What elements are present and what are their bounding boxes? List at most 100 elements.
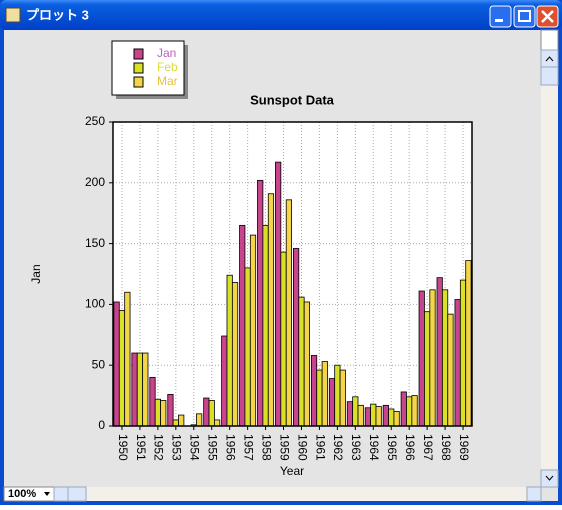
bar bbox=[124, 291, 131, 427]
bar bbox=[418, 290, 425, 427]
x-tick-label: 1954 bbox=[188, 434, 202, 461]
bar bbox=[142, 352, 149, 427]
bar bbox=[249, 234, 257, 427]
zoom-label: 100% bbox=[8, 488, 36, 500]
bar bbox=[196, 413, 203, 427]
y-tick-label: 50 bbox=[92, 357, 106, 371]
bar bbox=[424, 311, 431, 427]
x-tick-label: 1953 bbox=[170, 434, 184, 461]
bar bbox=[292, 248, 300, 427]
bar bbox=[454, 299, 461, 427]
bar bbox=[160, 400, 167, 427]
bar bbox=[375, 406, 382, 427]
scroll-left[interactable] bbox=[53, 486, 69, 502]
scroll-right[interactable] bbox=[526, 486, 542, 502]
bar bbox=[208, 400, 215, 427]
chart-title: Sunspot Data bbox=[250, 92, 335, 107]
legend-swatch bbox=[133, 62, 144, 74]
bar bbox=[113, 301, 120, 427]
bar bbox=[465, 260, 472, 427]
x-tick-label: 1969 bbox=[457, 434, 471, 461]
bar bbox=[285, 199, 293, 427]
bar bbox=[400, 391, 407, 427]
hscroll-thumb[interactable] bbox=[67, 486, 87, 502]
bar bbox=[382, 404, 389, 427]
bar bbox=[226, 274, 233, 427]
x-tick-label: 1967 bbox=[421, 434, 435, 461]
x-tick-label: 1965 bbox=[385, 434, 399, 461]
bar bbox=[214, 419, 221, 427]
app-icon bbox=[5, 7, 21, 23]
bar bbox=[364, 407, 371, 427]
window-title: プロット 3 bbox=[26, 7, 89, 22]
x-tick-label: 1960 bbox=[295, 434, 309, 461]
x-tick-label: 1959 bbox=[277, 434, 291, 461]
x-tick-label: 1966 bbox=[403, 434, 417, 461]
bar bbox=[275, 161, 282, 427]
bar bbox=[328, 378, 336, 427]
x-tick-label: 1958 bbox=[259, 434, 273, 461]
plot-border bbox=[112, 121, 473, 427]
y-tick-label: 150 bbox=[85, 236, 105, 250]
bar bbox=[154, 398, 161, 427]
plot-area bbox=[113, 122, 472, 426]
x-tick-label: 1951 bbox=[134, 434, 148, 461]
bar bbox=[411, 395, 418, 427]
bar bbox=[231, 282, 239, 427]
bar bbox=[298, 296, 305, 427]
legend bbox=[111, 40, 185, 96]
scroll-down[interactable] bbox=[540, 469, 559, 488]
x-tick-label: 1964 bbox=[367, 434, 381, 461]
x-tick-label: 1956 bbox=[224, 434, 238, 461]
y-tick-label: 0 bbox=[98, 418, 105, 432]
bar bbox=[339, 369, 346, 427]
bar bbox=[459, 279, 467, 427]
minimize-button[interactable] bbox=[489, 5, 512, 28]
maximize-button[interactable] bbox=[513, 5, 536, 28]
bar bbox=[310, 355, 318, 427]
x-tick-label: 1961 bbox=[313, 434, 327, 461]
bar bbox=[447, 313, 454, 427]
hscroll-track[interactable] bbox=[4, 487, 541, 501]
x-axis-label: Year bbox=[280, 464, 304, 478]
bar bbox=[388, 408, 395, 427]
bar bbox=[370, 403, 377, 427]
title-bar bbox=[0, 0, 562, 30]
scroll-thumb[interactable] bbox=[540, 66, 559, 86]
bar bbox=[321, 361, 328, 427]
bar bbox=[136, 352, 144, 427]
bottom-bar: 100% bbox=[3, 486, 542, 502]
bar bbox=[303, 301, 310, 427]
scroll-up[interactable] bbox=[540, 49, 559, 68]
x-tick-label: 1968 bbox=[439, 434, 453, 461]
bar bbox=[221, 335, 228, 427]
bar bbox=[357, 404, 364, 427]
chart: Sunspot Data Year Jan bbox=[29, 40, 472, 478]
x-tick-label: 1962 bbox=[331, 434, 345, 461]
bar bbox=[149, 376, 156, 427]
bar bbox=[334, 364, 341, 427]
bar bbox=[172, 419, 179, 427]
bar bbox=[178, 414, 185, 427]
legend-swatch bbox=[133, 76, 144, 88]
bar bbox=[316, 369, 323, 427]
legend-label: Mar bbox=[157, 74, 178, 88]
legend-swatch bbox=[133, 48, 144, 60]
bar bbox=[436, 277, 443, 427]
scroll-track[interactable] bbox=[541, 30, 558, 487]
x-tick-label: 1963 bbox=[349, 434, 363, 461]
y-axis-label: Jan bbox=[29, 264, 43, 283]
bar bbox=[118, 310, 126, 427]
bar bbox=[167, 393, 174, 427]
window-buttons[interactable] bbox=[489, 5, 559, 28]
bar bbox=[267, 193, 275, 427]
x-tick-label: 1957 bbox=[241, 434, 255, 461]
bar bbox=[429, 289, 436, 427]
bar bbox=[257, 179, 264, 427]
vertical-scrollbar[interactable] bbox=[540, 29, 559, 488]
bar bbox=[203, 397, 210, 427]
legend-label: Jan bbox=[157, 46, 176, 60]
bar bbox=[244, 267, 251, 427]
y-tick-label: 250 bbox=[85, 114, 105, 128]
grid-toggle[interactable] bbox=[540, 29, 559, 51]
